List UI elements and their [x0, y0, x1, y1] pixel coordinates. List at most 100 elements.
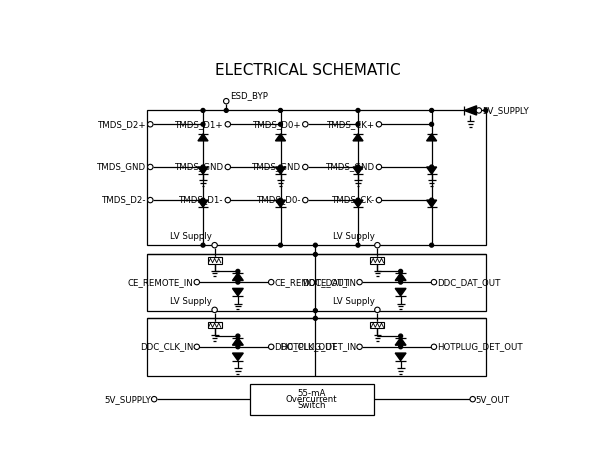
Circle shape	[356, 165, 360, 169]
Polygon shape	[275, 134, 285, 141]
Text: TMDS_D1+: TMDS_D1+	[175, 120, 224, 129]
Polygon shape	[233, 288, 243, 296]
Text: Switch: Switch	[297, 401, 326, 410]
Polygon shape	[233, 273, 243, 281]
Text: HOTPLUG_DET_IN: HOTPLUG_DET_IN	[280, 342, 356, 351]
Circle shape	[356, 243, 360, 247]
Circle shape	[194, 344, 200, 349]
Circle shape	[201, 198, 205, 202]
Text: 55-mA: 55-mA	[297, 389, 326, 398]
Polygon shape	[198, 167, 208, 174]
Text: TMDS_GND: TMDS_GND	[175, 162, 224, 171]
Circle shape	[194, 279, 200, 285]
Bar	[208, 258, 222, 264]
Circle shape	[269, 279, 274, 285]
Text: TMDS_D2+: TMDS_D2+	[98, 120, 147, 129]
Polygon shape	[427, 200, 437, 207]
Circle shape	[374, 307, 380, 313]
Circle shape	[236, 334, 240, 338]
Circle shape	[430, 122, 433, 126]
Circle shape	[430, 198, 433, 202]
Circle shape	[225, 197, 231, 203]
Polygon shape	[198, 200, 208, 207]
Circle shape	[430, 243, 433, 247]
Circle shape	[201, 243, 205, 247]
Circle shape	[470, 397, 475, 402]
Text: LV Supply: LV Supply	[171, 297, 212, 306]
Text: ESD_BYP: ESD_BYP	[230, 90, 268, 100]
Circle shape	[151, 397, 157, 402]
Circle shape	[225, 122, 231, 127]
Circle shape	[398, 334, 403, 338]
Circle shape	[398, 269, 403, 273]
Circle shape	[302, 122, 308, 127]
Polygon shape	[464, 106, 477, 115]
Polygon shape	[395, 288, 406, 296]
Circle shape	[201, 108, 205, 113]
Circle shape	[278, 198, 282, 202]
Bar	[249, 384, 373, 414]
Text: TMDS_CK-: TMDS_CK-	[332, 195, 375, 204]
Circle shape	[224, 98, 229, 104]
Circle shape	[236, 269, 240, 273]
Circle shape	[376, 164, 382, 170]
Text: HOTPLUG_DET_OUT: HOTPLUG_DET_OUT	[437, 342, 523, 351]
Circle shape	[201, 165, 205, 169]
Text: 5V_OUT: 5V_OUT	[476, 395, 510, 404]
Circle shape	[269, 344, 274, 349]
Circle shape	[224, 108, 228, 113]
Circle shape	[314, 309, 317, 313]
Text: TMDS_GND: TMDS_GND	[326, 162, 375, 171]
Text: DDC_DAT_OUT: DDC_DAT_OUT	[437, 277, 501, 287]
Circle shape	[278, 243, 282, 247]
Text: TMDS_D1-: TMDS_D1-	[180, 195, 224, 204]
Polygon shape	[275, 167, 285, 174]
Circle shape	[357, 279, 362, 285]
Circle shape	[278, 165, 282, 169]
Circle shape	[302, 197, 308, 203]
Polygon shape	[353, 167, 363, 174]
Circle shape	[432, 279, 437, 285]
Circle shape	[314, 252, 317, 256]
Polygon shape	[353, 200, 363, 207]
Circle shape	[484, 108, 488, 113]
Text: 5V_SUPPLY: 5V_SUPPLY	[483, 106, 529, 115]
Text: 5V_SUPPLY: 5V_SUPPLY	[105, 395, 151, 404]
Circle shape	[212, 243, 218, 248]
Circle shape	[201, 122, 205, 126]
Bar	[370, 322, 385, 328]
Polygon shape	[395, 338, 406, 345]
Text: TMDS_D0+: TMDS_D0+	[253, 120, 302, 129]
Circle shape	[476, 108, 481, 113]
Text: LV Supply: LV Supply	[171, 232, 212, 241]
Circle shape	[356, 122, 360, 126]
Polygon shape	[233, 353, 243, 361]
Bar	[208, 322, 222, 328]
Text: CE_REMOTE_OUT: CE_REMOTE_OUT	[274, 277, 349, 287]
Text: CE_REMOTE_IN: CE_REMOTE_IN	[128, 277, 194, 287]
Circle shape	[225, 164, 231, 170]
Circle shape	[430, 108, 433, 113]
Circle shape	[278, 108, 282, 113]
Circle shape	[357, 344, 362, 349]
Circle shape	[148, 164, 153, 170]
Text: TMDS_GND: TMDS_GND	[252, 162, 302, 171]
Circle shape	[236, 345, 240, 349]
Circle shape	[398, 280, 403, 284]
Text: LV Supply: LV Supply	[333, 297, 375, 306]
Bar	[147, 318, 486, 376]
Text: LV Supply: LV Supply	[333, 232, 375, 241]
Circle shape	[302, 164, 308, 170]
Text: TMDS_CK+: TMDS_CK+	[327, 120, 375, 129]
Circle shape	[148, 122, 153, 127]
Text: DDC_DAT_IN: DDC_DAT_IN	[302, 277, 356, 287]
Polygon shape	[427, 134, 437, 141]
Circle shape	[236, 280, 240, 284]
Polygon shape	[427, 167, 437, 174]
Circle shape	[374, 243, 380, 248]
Circle shape	[376, 197, 382, 203]
Circle shape	[148, 197, 153, 203]
Polygon shape	[353, 134, 363, 141]
Circle shape	[356, 198, 360, 202]
Text: DDC_CLK_OUT: DDC_CLK_OUT	[274, 342, 337, 351]
